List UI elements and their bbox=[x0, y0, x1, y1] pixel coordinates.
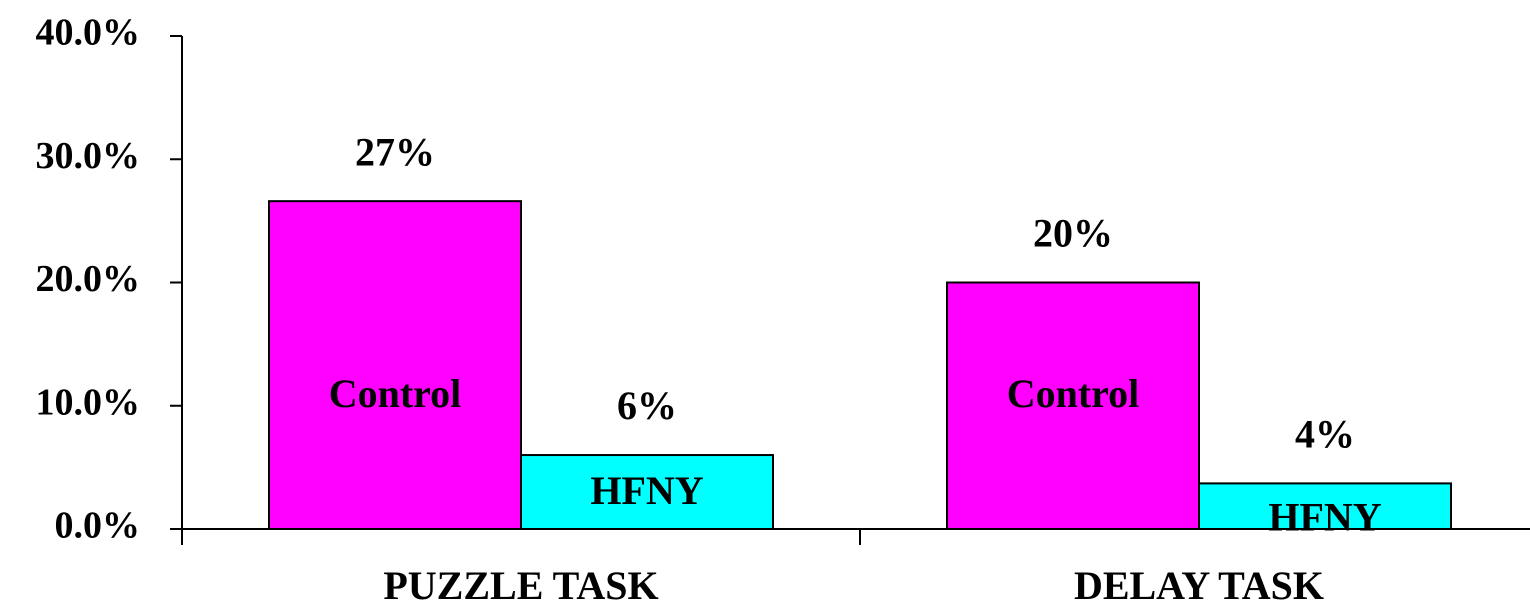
y-tick-label: 30.0% bbox=[36, 135, 141, 177]
series-label: HFNY bbox=[1268, 495, 1381, 540]
y-tick-label: 20.0% bbox=[36, 258, 141, 300]
x-tick-label: PUZZLE TASK bbox=[383, 563, 658, 608]
y-tick-label: 40.0% bbox=[36, 12, 141, 54]
value-label: 27% bbox=[355, 129, 435, 174]
y-tick-label: 10.0% bbox=[36, 381, 141, 423]
series-label: Control bbox=[1007, 371, 1140, 416]
y-tick-label: 0.0% bbox=[55, 505, 141, 547]
bar bbox=[1198, 482, 1452, 530]
series-label: Control bbox=[329, 371, 462, 416]
value-label: 6% bbox=[617, 383, 677, 428]
bar bbox=[520, 454, 774, 530]
value-label: 4% bbox=[1295, 412, 1355, 457]
series-label: HFNY bbox=[590, 468, 703, 513]
bar bbox=[268, 200, 522, 530]
value-label: 20% bbox=[1033, 211, 1113, 256]
bar bbox=[946, 281, 1200, 530]
x-tick-label: DELAY TASK bbox=[1074, 563, 1324, 608]
